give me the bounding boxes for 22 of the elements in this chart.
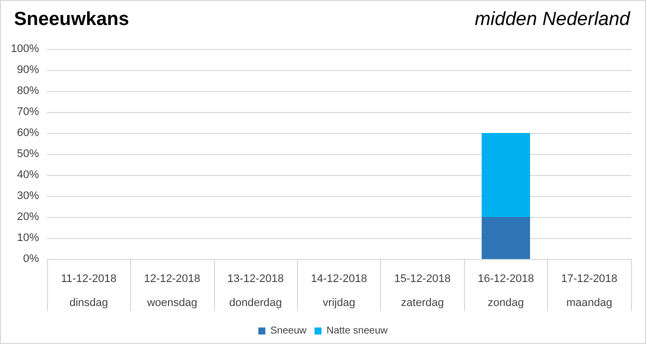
- chart-subtitle: midden Nederland: [474, 9, 632, 30]
- y-tick-label: 80%: [16, 85, 40, 97]
- x-tick-label: 16-12-2018 zondag: [478, 273, 534, 309]
- y-tick-label: 70%: [16, 106, 40, 118]
- x-tick-label: 17-12-2018 maandag: [561, 273, 618, 309]
- chart-title: Sneeuwkans: [14, 9, 130, 30]
- y-tick-label: 100%: [10, 43, 40, 55]
- y-tick-label: 0%: [23, 253, 40, 265]
- x-tick-label: 15-12-2018 zaterdag: [394, 273, 451, 309]
- x-tick-label: 14-12-2018 vrijdag: [310, 273, 368, 309]
- legend-label: Natte sneeuw: [326, 326, 388, 336]
- y-tick-label: 30%: [16, 190, 40, 202]
- y-tick-label: 40%: [16, 169, 40, 181]
- y-tick-label: 50%: [16, 148, 40, 160]
- y-tick-label: 60%: [16, 127, 40, 139]
- y-tick-label: 20%: [16, 211, 40, 223]
- y-tick-label: 90%: [16, 64, 40, 76]
- legend-label: Sneeuw: [270, 326, 308, 336]
- x-tick-label: 13-12-2018 donderdag: [227, 273, 284, 309]
- x-tick-label: 11-12-2018 dinsdag: [60, 273, 116, 309]
- x-tick-label: 12-12-2018 woensdag: [144, 273, 200, 309]
- y-tick-label: 10%: [16, 232, 40, 244]
